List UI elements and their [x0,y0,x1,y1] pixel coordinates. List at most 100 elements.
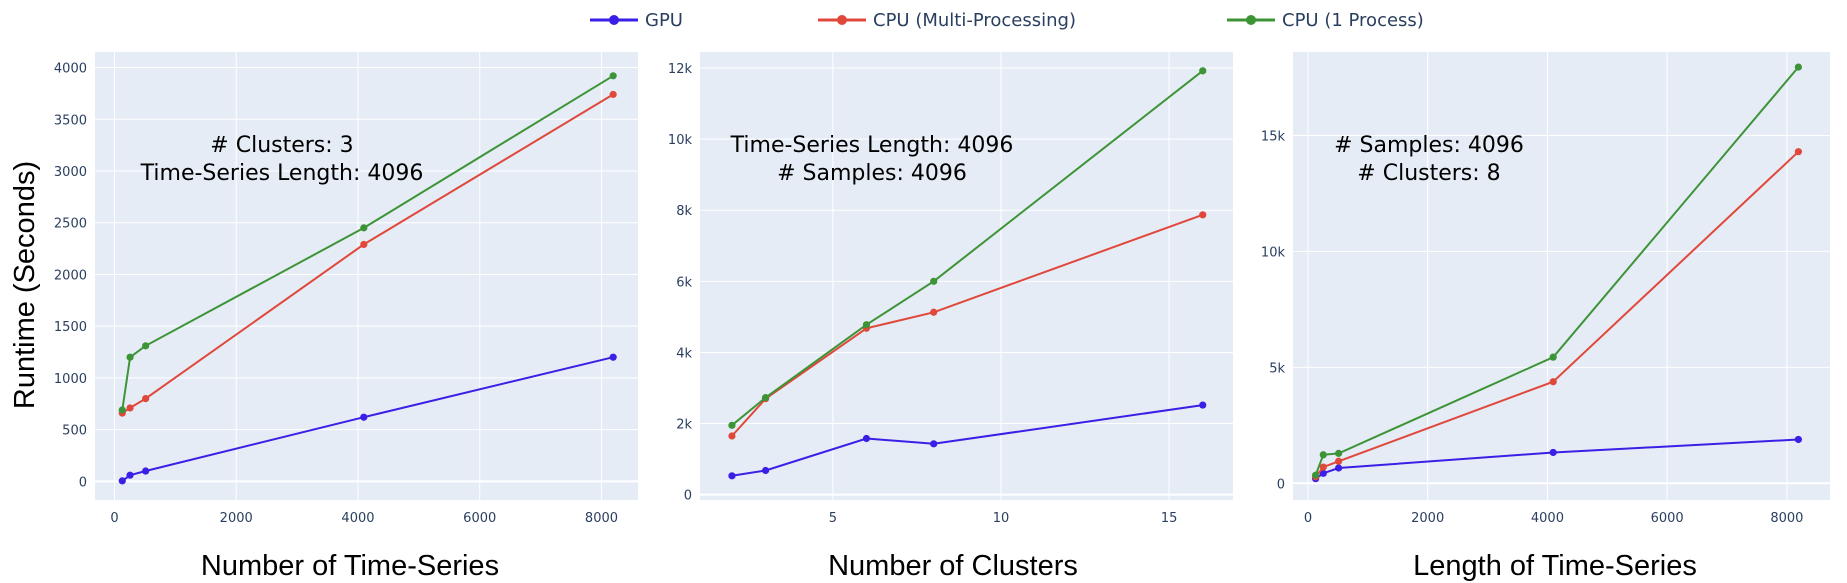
y-tick-label: 8k [676,204,692,219]
y-tick-label: 12k [668,62,693,77]
y-tick-label: 0 [1277,477,1285,492]
data-point [1335,457,1343,465]
data-point [862,321,871,329]
data-point [142,395,150,403]
x-tick-label: 8000 [1770,511,1803,526]
data-point [1199,211,1207,219]
series-gpu [118,353,617,485]
data-point [126,471,134,479]
data-point [1335,449,1343,457]
chart-panel-2: 5 10 15 0 2k 4k 6k 8k 10k 12k Time-Series Length: … [668,52,1233,526]
data-point [930,440,938,448]
data-point [761,394,770,402]
data-point [930,277,938,285]
y-tick-label: 4000 [54,62,87,77]
x-tick-label: 0 [1304,511,1312,526]
panel-annotation: # Samples: 4096 [777,161,967,186]
y-tick-label: 5k [1269,361,1285,376]
panel-annotation: # Samples: 4096 [1334,133,1524,158]
y-axis-label: Runtime (Seconds) [9,161,41,409]
legend-item-3[interactable]: CPU (1 Process) [1227,10,1424,31]
x-axis-label-2: Number of Clusters [828,550,1078,582]
x-tick-label: 8000 [585,511,618,526]
x-tick-label: 4000 [341,511,374,526]
x-axis-label-1: Number of Time-Series [201,550,499,582]
x-tick-label: 10 [993,511,1010,526]
y-tick-label: 2500 [54,217,87,232]
data-point [1319,463,1327,471]
data-point [142,467,150,475]
data-point [1549,448,1557,457]
x-tick-label: 0 [110,511,118,526]
y-tick-label: 1500 [54,320,87,335]
y-tick-label: 2000 [54,268,87,283]
data-point [142,342,150,350]
data-point [1312,471,1320,479]
panel-annotation: # Clusters: 8 [1357,161,1500,186]
legend-item-1[interactable]: GPU [590,10,683,31]
y-tick-label: 0 [79,475,87,490]
panel-annotation: Time-Series Length: 4096 [140,161,424,186]
data-point [1199,67,1207,75]
data-point [1794,435,1802,444]
legend-item-2[interactable]: CPU (Multi-Processing) [818,10,1076,31]
x-tick-label: 6000 [1651,511,1684,526]
data-point [1335,464,1343,472]
y-tick-label: 3500 [54,113,87,128]
data-point [862,434,871,443]
y-tick-label: 3000 [54,165,87,180]
y-tick-label: 4k [676,346,692,361]
data-point [1549,353,1557,361]
legend-swatch-marker [837,15,847,25]
legend-swatch-marker [609,15,619,25]
data-point [1319,451,1327,459]
series-cpu-multi-processing [1312,148,1802,481]
data-point [1794,148,1802,156]
legend-label: CPU (Multi-Processing) [873,10,1076,31]
data-point [360,240,368,249]
y-tick-label: 10k [1261,245,1286,260]
data-point [126,353,134,361]
data-point [761,466,770,475]
x-tick-label: 2000 [220,511,253,526]
series-cpu-1-process [728,67,1207,429]
y-tick-label: 6k [676,275,692,290]
plot-area [700,52,1233,500]
y-tick-label: 2k [676,418,692,433]
y-tick-label: 1000 [54,372,87,387]
legend-swatch-marker [1246,15,1256,25]
x-tick-label: 6000 [463,511,496,526]
data-point [1794,63,1802,71]
x-tick-label: 5 [829,511,837,526]
plot-area [1293,52,1830,500]
data-point [1199,401,1207,409]
panel-annotation: # Clusters: 3 [210,133,353,158]
legend-label: GPU [645,10,683,31]
y-tick-label: 15k [1261,129,1286,144]
legend-label: CPU (1 Process) [1282,10,1424,31]
data-point [126,404,134,412]
data-point [360,413,368,421]
data-point [360,224,368,232]
x-tick-label: 2000 [1411,511,1444,526]
data-point [609,72,617,80]
data-point [118,477,126,485]
data-point [609,353,617,361]
x-tick-label: 4000 [1531,511,1564,526]
data-point [930,308,938,316]
y-tick-label: 500 [62,424,87,439]
chart-panel-1: 0 2000 4000 6000 8000 0 500 1000 1500 2000 2500 300… [54,52,638,526]
data-point [728,432,736,440]
panel-annotation: Time-Series Length: 4096 [730,133,1014,158]
data-point [1319,469,1327,477]
gridlines [95,52,638,500]
x-tick-label: 15 [1161,511,1178,526]
chart-panel-3: 0 2000 4000 6000 8000 0 5k 10k 15k # Samples: 409… [1261,52,1830,526]
data-point [609,90,617,99]
plot-area [95,52,638,500]
legend: GPU CPU (Multi-Processing) CPU (1 Process) [590,10,1424,31]
x-axis-label-3: Length of Time-Series [1413,550,1697,582]
gridlines [700,52,1233,500]
data-point [728,421,736,429]
